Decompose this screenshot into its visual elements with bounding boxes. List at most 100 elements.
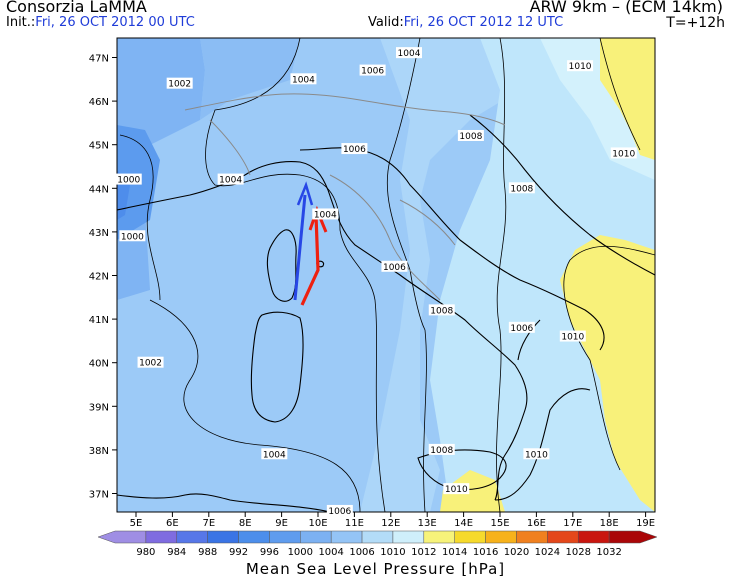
lat-tick-label: 37N xyxy=(89,490,109,501)
isobar-label-bg xyxy=(290,73,317,85)
isobar-label-bg xyxy=(137,356,164,368)
isobar-label-bg xyxy=(559,330,586,342)
lon-tick-label: 9E xyxy=(275,518,288,529)
lon-tick-label: 5E xyxy=(130,518,143,529)
legend-value: 1028 xyxy=(566,547,591,558)
isobar-label: 1004 xyxy=(314,210,337,220)
legend-value: 1020 xyxy=(504,547,529,558)
isobar-label-bg xyxy=(508,182,535,194)
lon-tick-label: 11E xyxy=(345,518,364,529)
isobar-label: 1010 xyxy=(445,485,468,495)
legend-swatch xyxy=(97,530,147,544)
lat-tick-label: 38N xyxy=(89,446,109,457)
longitude-axis: 5E 6E 7E 8E 9E 10E 11E 12E 13E 14E 15E 16E 17E 18E 19E xyxy=(130,512,655,529)
forecast-step: T=+12h xyxy=(666,15,725,31)
init-time: Init.:Fri, 26 OCT 2012 00 UTC xyxy=(6,15,195,30)
isobar-label: 1000 xyxy=(121,232,144,242)
isobar-label: 1006 xyxy=(361,67,384,77)
legend-value: 984 xyxy=(167,547,186,558)
isobar-label: 1010 xyxy=(561,333,584,343)
borders xyxy=(184,93,506,301)
isobar-label-bg xyxy=(312,208,339,220)
valid-value: Fri, 26 OCT 2012 12 UTC xyxy=(403,15,564,30)
red-arrow xyxy=(300,214,320,306)
isobar-label-bg xyxy=(610,147,637,159)
init-value: Fri, 26 OCT 2012 00 UTC xyxy=(35,15,195,30)
isobar-label-bg xyxy=(428,304,455,316)
isobar-label-bg xyxy=(396,47,422,59)
legend-swatch xyxy=(516,530,548,544)
lat-tick-label: 43N xyxy=(89,228,109,239)
isobar-label-bg xyxy=(341,143,368,155)
lon-tick-label: 15E xyxy=(490,518,509,529)
lon-tick-label: 14E xyxy=(454,518,473,529)
isobar-label-bg xyxy=(166,77,193,89)
blue-arrowhead xyxy=(296,181,314,206)
isobar-label: 1006 xyxy=(328,507,351,517)
legend-value: 1004 xyxy=(318,547,343,558)
legend-swatch xyxy=(547,530,579,544)
lon-tick-label: 10E xyxy=(308,518,327,529)
legend-value: 980 xyxy=(136,547,155,558)
legend-value: 996 xyxy=(260,547,279,558)
legend-value: 1006 xyxy=(349,547,374,558)
init-label: Init.: xyxy=(6,15,36,30)
lon-tick-label: 16E xyxy=(527,518,546,529)
lat-tick-label: 44N xyxy=(89,184,109,195)
lon-tick-label: 13E xyxy=(418,518,437,529)
legend-swatch xyxy=(361,530,394,544)
isobar-label: 1002 xyxy=(139,359,162,369)
legend-value: 1000 xyxy=(288,547,313,558)
isobar-label-bg xyxy=(428,443,455,455)
isobar-label: 1008 xyxy=(430,306,453,316)
isobar-label: 1010 xyxy=(569,62,592,72)
valid-time: Valid:Fri, 26 OCT 2012 12 UTC xyxy=(368,15,563,30)
isobar-label: 1004 xyxy=(263,450,286,460)
legend-swatch xyxy=(454,530,486,544)
isobar-label: 1008 xyxy=(430,446,453,456)
legend-swatch xyxy=(392,530,425,544)
isobar-label-bg xyxy=(508,321,535,333)
latitude-axis: 47N 46N 45N 44N 43N 42N 41N 40N 39N 38N 37N xyxy=(89,54,117,501)
lon-tick-label: 19E xyxy=(636,518,655,529)
legend-value: 1016 xyxy=(473,547,498,558)
isobar-label-layer: 1004 1010 1002 1004 1006 1008 1006 1010 1000 1004… xyxy=(115,47,637,517)
legend-swatch xyxy=(238,530,270,544)
pressure-fill xyxy=(117,38,655,512)
isobar-label: 1006 xyxy=(383,263,406,273)
lon-tick-label: 12E xyxy=(381,518,400,529)
isobar-label: 1010 xyxy=(612,149,635,159)
legend-swatch xyxy=(485,530,517,544)
isobar-label-bg xyxy=(457,129,484,141)
isobar-label: 1008 xyxy=(459,132,482,142)
valid-label: Valid: xyxy=(368,15,404,30)
legend-value: 1032 xyxy=(596,547,621,558)
isobar-label-bg xyxy=(115,173,142,185)
isobar-lines xyxy=(119,38,655,512)
isobar-label-bg xyxy=(443,483,470,495)
legend-swatch xyxy=(577,530,610,544)
lat-tick-label: 46N xyxy=(89,97,109,108)
organization-title: Consorzia LaMMA xyxy=(6,0,147,16)
isobar-label: 1004 xyxy=(219,176,242,186)
lon-tick-label: 7E xyxy=(202,518,215,529)
isobar-label: 1008 xyxy=(510,184,533,194)
lat-tick-label: 47N xyxy=(89,54,109,65)
isobar-label: 1010 xyxy=(525,450,548,460)
isobar-label: 1004 xyxy=(292,75,315,85)
legend-swatch xyxy=(423,530,455,544)
lat-tick-label: 42N xyxy=(89,272,109,283)
legend-value: 1024 xyxy=(535,547,560,558)
model-title: ARW 9km – (ECM 14km) xyxy=(529,0,723,16)
lon-tick-label: 6E xyxy=(166,518,179,529)
legend-value: 1014 xyxy=(442,547,467,558)
legend-swatch xyxy=(269,530,301,544)
lat-tick-label: 41N xyxy=(89,315,109,326)
lon-tick-label: 17E xyxy=(563,518,582,529)
isobar-label: 1004 xyxy=(398,49,421,59)
legend-value: 988 xyxy=(198,547,217,558)
isobar-label-bg xyxy=(217,173,244,185)
isobar-label-bg xyxy=(523,448,550,460)
isobar-label-bg xyxy=(359,64,386,76)
